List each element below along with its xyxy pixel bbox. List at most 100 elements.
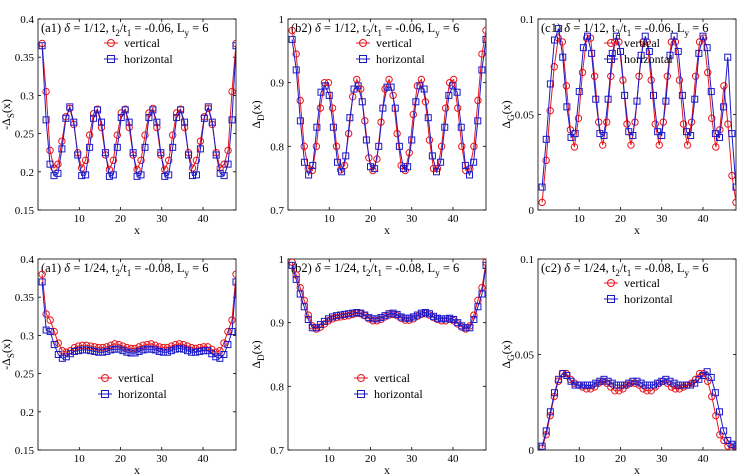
data-point-horizontal: [204, 103, 212, 111]
data-point-horizontal: [129, 149, 137, 157]
series-horizontal: [538, 368, 736, 450]
data-point-horizontal: [300, 303, 308, 311]
data-point-horizontal: [86, 143, 94, 151]
data-point-horizontal: [224, 160, 232, 168]
data-point-horizontal: [470, 158, 478, 166]
data-point-horizontal: [78, 172, 86, 180]
y-tick-label: 0.15: [15, 205, 35, 217]
y-tick-label: 1: [279, 14, 285, 26]
data-point-horizontal: [482, 261, 486, 269]
data-point-horizontal: [571, 130, 579, 138]
data-point-horizontal: [724, 436, 732, 444]
data-point-vertical: [558, 38, 567, 46]
data-point-vertical: [712, 411, 720, 420]
legend: vertical horizontal: [356, 36, 425, 66]
legend-marker-circle: [357, 374, 365, 382]
data-point-horizontal: [342, 152, 350, 160]
data-point-horizontal: [296, 117, 304, 125]
legend: vertical horizontal: [604, 276, 673, 306]
data-point-horizontal: [462, 324, 470, 332]
data-point-vertical: [165, 156, 173, 165]
data-point-vertical: [627, 141, 635, 149]
data-point-horizontal: [478, 66, 486, 74]
data-point-horizontal: [94, 106, 102, 114]
y-tick-label: 0.4: [20, 14, 34, 26]
data-point-horizontal: [38, 278, 46, 286]
data-point-horizontal: [127, 349, 135, 357]
x-axis-label: x: [384, 223, 390, 237]
x-tick-label: 20: [115, 453, 127, 465]
data-point-horizontal: [538, 442, 546, 450]
data-point-horizontal: [658, 377, 666, 385]
data-point-vertical: [708, 392, 716, 401]
data-point-horizontal: [159, 348, 167, 356]
data-point-horizontal: [408, 136, 416, 144]
data-point-horizontal: [551, 389, 558, 397]
data-point-vertical: [54, 160, 62, 168]
data-point-horizontal: [538, 183, 546, 191]
data-point-horizontal: [115, 345, 123, 353]
data-point-horizontal: [365, 314, 373, 322]
data-point-vertical: [570, 143, 579, 151]
data-point-horizontal: [397, 313, 405, 321]
data-point-horizontal: [379, 104, 387, 112]
data-point-horizontal: [42, 326, 50, 334]
y-tick-label: 0: [529, 445, 535, 457]
series-line-horizontal: [41, 45, 236, 178]
y-tick-label: 0.05: [515, 350, 535, 362]
data-point-horizontal: [559, 370, 567, 378]
y-tick-label: 0.7: [270, 205, 284, 217]
data-point-horizontal: [687, 132, 695, 140]
data-point-horizontal: [716, 133, 723, 141]
y-tick-label: 0.35: [15, 52, 35, 64]
data-point-horizontal: [629, 132, 637, 140]
data-point-vertical: [147, 340, 155, 348]
data-point-horizontal: [175, 344, 183, 352]
data-point-horizontal: [449, 82, 457, 90]
data-point-horizontal: [645, 381, 653, 389]
data-point-horizontal: [579, 381, 587, 389]
x-tick-label: 20: [365, 453, 377, 465]
data-point-horizontal: [575, 88, 583, 96]
data-point-horizontal: [139, 346, 147, 354]
x-tick-label: 20: [115, 213, 127, 225]
data-point-horizontal: [429, 312, 437, 320]
data-point-horizontal: [38, 42, 46, 50]
data-point-horizontal: [304, 315, 312, 323]
data-point-horizontal: [637, 379, 645, 387]
data-point-horizontal: [728, 130, 736, 138]
legend-marker-square: [359, 55, 367, 63]
data-point-horizontal: [167, 347, 175, 355]
data-point-horizontal: [625, 128, 633, 136]
data-point-horizontal: [212, 151, 220, 159]
data-point-horizontal: [117, 114, 125, 122]
data-point-vertical: [538, 198, 546, 207]
data-point-horizontal: [42, 116, 50, 124]
data-point-horizontal: [309, 161, 317, 169]
data-point-horizontal: [54, 169, 62, 177]
panel-title: (c1) δ = 1/12, t2/t1 = -0.06, Ly = 6: [541, 21, 709, 38]
data-point-vertical: [292, 50, 300, 58]
data-point-horizontal: [155, 347, 163, 355]
x-axis-label: x: [134, 463, 140, 475]
data-point-horizontal: [567, 133, 575, 141]
y-tick-label: 0.7: [270, 445, 284, 457]
data-point-vertical: [393, 129, 401, 138]
data-point-horizontal: [400, 165, 407, 173]
legend: vertical horizontal: [604, 36, 673, 66]
y-tick-label: 0.2: [20, 407, 34, 419]
data-point-horizontal: [131, 349, 139, 357]
data-point-vertical: [74, 342, 83, 350]
panel-title: (a1) δ = 1/12, t2/t1 = -0.06, Ly = 6: [41, 21, 209, 38]
data-point-horizontal: [208, 118, 216, 126]
data-point-horizontal: [695, 49, 703, 57]
data-point-horizontal: [301, 158, 308, 166]
data-point-horizontal: [346, 114, 354, 122]
data-point-horizontal: [58, 145, 66, 153]
data-point-horizontal: [732, 442, 736, 450]
data-point-horizontal: [82, 171, 90, 179]
data-point-horizontal: [362, 136, 370, 144]
y-axis-label: ΔD(x): [249, 340, 266, 368]
data-point-horizontal: [458, 322, 466, 330]
data-point-vertical: [171, 340, 180, 349]
